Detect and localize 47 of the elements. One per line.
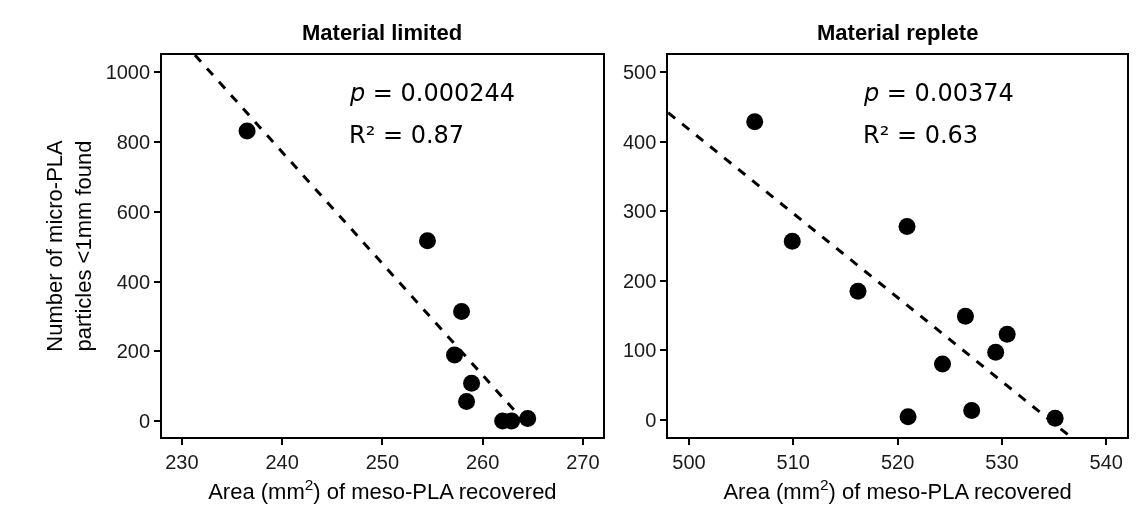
x-tick-label: 260	[465, 450, 500, 473]
y-tick-label: 100	[623, 339, 657, 362]
x-tick-label: 510	[776, 450, 810, 473]
y-tick-label: 1000	[105, 61, 151, 84]
chart-title: Material replete	[817, 20, 979, 45]
point	[933, 355, 951, 373]
y-tick-label: 500	[623, 61, 657, 84]
x-axis-title: Area (mm$^{2}$) of meso-PLA recovered	[208, 475, 557, 505]
y-tick-label: 0	[139, 409, 151, 432]
y-tick-label: 200	[116, 340, 151, 363]
y-tick-label: 600	[116, 200, 151, 223]
point	[987, 343, 1005, 361]
x-tick-label: 240	[265, 450, 299, 473]
y-tick-label: 800	[116, 131, 151, 154]
point	[783, 232, 801, 250]
point	[963, 402, 981, 420]
x-tick-label: 540	[1089, 450, 1123, 473]
x-tick-label: 500	[672, 450, 706, 473]
point	[849, 282, 867, 300]
point	[898, 218, 916, 236]
y-tick-label: 400	[116, 270, 151, 293]
point	[899, 408, 917, 426]
y-tick-label: 400	[623, 130, 657, 153]
point	[238, 122, 256, 140]
y-axis-title: Number of micro-PLA particles <1mm found	[42, 139, 96, 352]
point	[418, 232, 436, 250]
chart-title: Material limited	[302, 20, 463, 45]
x-axis-title: Area (mm$^{2}$) of meso-PLA recovered	[723, 475, 1072, 505]
annotation: p = 0.000244	[349, 79, 516, 107]
point	[446, 346, 464, 364]
x-tick-label: 270	[566, 450, 600, 473]
point	[458, 392, 476, 410]
y-tick-label: 300	[623, 200, 657, 223]
x-tick-label: 230	[165, 450, 199, 473]
x-tick-label: 250	[365, 450, 400, 473]
x-tick-label: 520	[880, 450, 915, 473]
y-tick-label: 0	[645, 408, 657, 431]
point	[453, 303, 471, 321]
y-tick-label: 200	[623, 269, 657, 292]
annotation: R² = 0.63	[863, 121, 979, 149]
annotation: R² = 0.87	[349, 121, 465, 149]
point	[746, 113, 764, 131]
point	[998, 325, 1016, 343]
x-tick-label: 530	[985, 450, 1019, 473]
annotation: p = 0.00374	[863, 79, 1014, 107]
point	[463, 374, 481, 392]
point	[956, 307, 974, 325]
